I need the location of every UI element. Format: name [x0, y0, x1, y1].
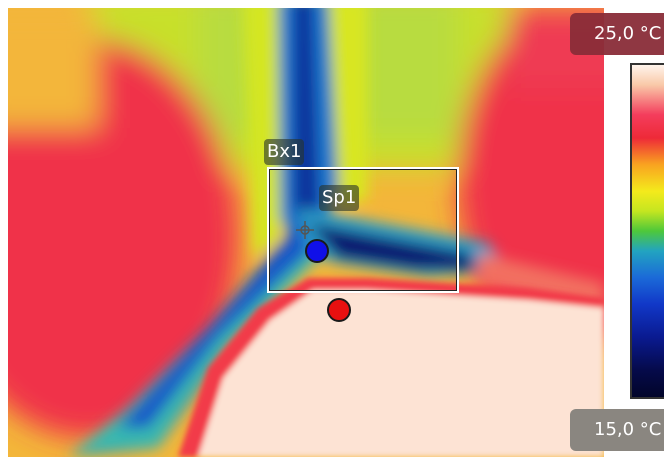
- box-label: Bx1: [264, 139, 305, 165]
- scale-max-label: 25,0 °C: [570, 13, 664, 55]
- hot-spot-marker[interactable]: [327, 298, 351, 322]
- spot-label: Sp1: [319, 185, 360, 211]
- color-scale-bar: [630, 63, 664, 399]
- scale-min-label: 15,0 °C: [570, 409, 664, 451]
- thermal-image: [8, 8, 604, 457]
- cold-spot-marker[interactable]: [305, 239, 329, 263]
- crosshair-icon[interactable]: [296, 221, 314, 239]
- measurement-box[interactable]: [267, 167, 459, 293]
